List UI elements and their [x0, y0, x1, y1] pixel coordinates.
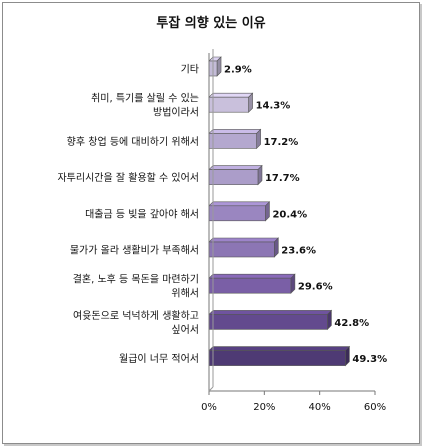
category-label-line: 방법이라서: [153, 107, 199, 119]
bar-top-face: [208, 346, 351, 351]
bar: [208, 92, 254, 113]
bar: [208, 309, 333, 331]
data-label: 2.9%: [224, 65, 252, 76]
x-tick-label: 20%: [253, 402, 275, 413]
data-label: 17.7%: [265, 173, 300, 184]
category-label-line: 자투리시간을 잘 활용할 수 있어서: [57, 171, 199, 184]
bar: [208, 237, 280, 258]
bar-front-face: [208, 169, 259, 185]
bar-front-face: [208, 96, 249, 113]
bar-front-face: [208, 205, 266, 222]
bar: [208, 56, 222, 77]
bar: [208, 201, 271, 222]
bar: [208, 345, 351, 367]
data-label: 17.2%: [264, 137, 299, 148]
bar-front-face: [208, 314, 328, 330]
category-label-line: 여윳돈으로 넉넉하게 생활하고: [73, 309, 199, 322]
bar-top-face: [208, 310, 333, 315]
category-label-line: 결혼, 노후 등 목돈을 마련하기: [73, 273, 199, 286]
data-label: 20.4%: [272, 209, 307, 220]
axis-floor-edge: [208, 386, 214, 392]
bar-front-face: [208, 241, 275, 258]
bar: [208, 128, 262, 150]
category-label: 향후 창업 등에 대비하기 위해서: [67, 135, 199, 148]
category-label-line: 대출금 등 빚을 갚아야 해서: [85, 207, 199, 220]
bar-top-face: [208, 92, 254, 98]
category-label: 대출금 등 빚을 갚아야 해서: [85, 207, 199, 220]
category-label-line: 기타: [181, 64, 199, 76]
bar-front-face: [208, 350, 346, 366]
x-tick-label: 0%: [201, 402, 217, 413]
bar: [208, 164, 263, 186]
category-label-line: 향후 창업 등에 대비하기 위해서: [67, 135, 199, 148]
bar-top-face: [208, 237, 280, 243]
category-label: 결혼, 노후 등 목돈을 마련하기 위해서: [73, 273, 199, 300]
category-label: 자투리시간을 잘 활용할 수 있어서: [57, 171, 199, 184]
x-tick-label: 60%: [364, 402, 386, 413]
category-label: 기타: [181, 64, 199, 76]
data-label: 29.6%: [298, 282, 333, 293]
bar-front-face: [208, 133, 257, 149]
category-label-line: 싶어서: [171, 324, 199, 336]
bar-front-face: [208, 277, 292, 294]
chart-title: 투잡 의향 있는 이유: [156, 15, 265, 31]
category-label-line: 위해서: [171, 287, 199, 300]
data-label: 42.8%: [334, 318, 369, 329]
bar-top-face: [208, 129, 262, 134]
bar-top-face: [208, 273, 296, 279]
bar-top-face: [208, 165, 263, 170]
bar: [208, 273, 296, 294]
category-label: 물가가 올라 생활비가 부족해서: [70, 244, 199, 257]
bar-top-face: [208, 201, 271, 207]
data-label: 14.3%: [256, 101, 291, 112]
category-label-line: 물가가 올라 생활비가 부족해서: [70, 244, 199, 257]
data-label: 49.3%: [352, 354, 387, 365]
category-label-line: 월급이 너무 적어서: [119, 353, 199, 365]
x-tick-label: 40%: [309, 402, 331, 413]
data-label: 23.6%: [281, 246, 316, 257]
category-label: 월급이 너무 적어서: [119, 353, 199, 365]
category-label-line: 취미, 특기를 살릴 수 있는: [91, 92, 199, 105]
